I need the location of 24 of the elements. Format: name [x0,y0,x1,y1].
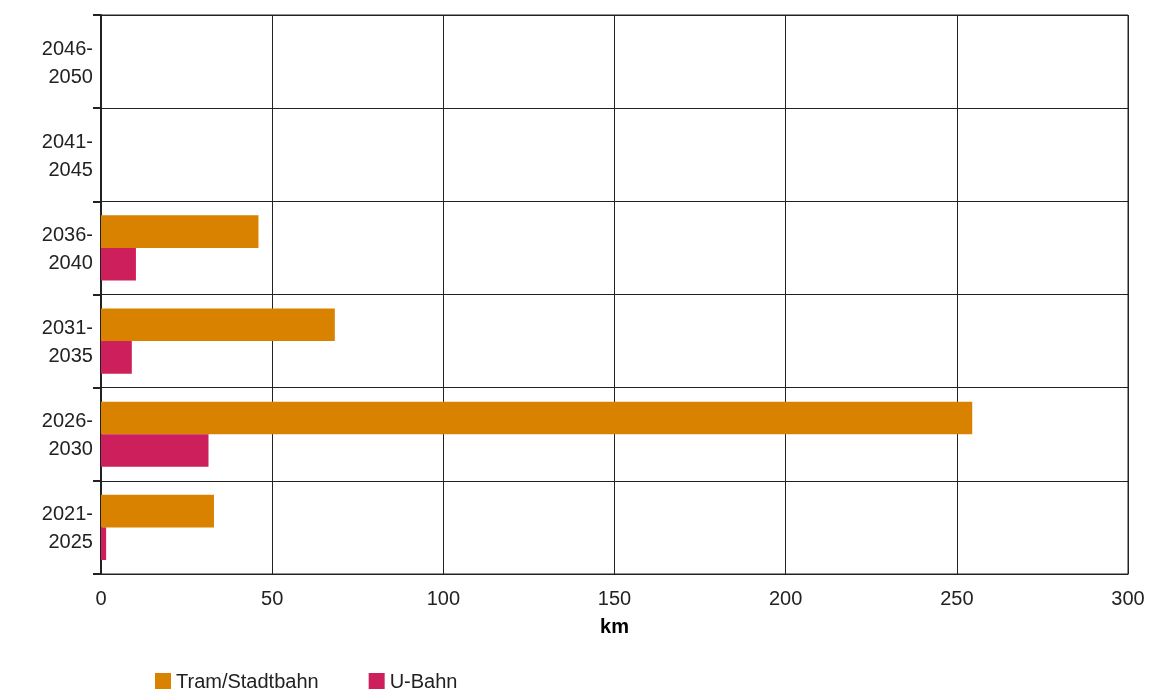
y-tick-label: 2026-2030 [41,409,93,460]
y-tick-label: 2046-2050 [41,36,93,87]
bar [101,308,335,342]
y-tick-label: 2036-2040 [41,222,93,273]
bar [101,434,209,467]
bar [101,494,214,528]
bar [101,527,107,561]
x-axis-title: km [600,615,629,637]
bar [101,215,259,248]
legend-label: U-Bahn [389,670,458,692]
bar [101,401,973,435]
x-tick-label: 100 [426,587,461,609]
x-tick-label: 200 [768,587,803,609]
bar [101,341,132,374]
bar [101,247,136,281]
x-tick-label: 300 [1111,587,1145,609]
y-tick-label: 2031-2035 [41,316,93,367]
y-tick-label: 2021-2025 [41,502,93,553]
x-tick-label: 250 [940,587,974,609]
x-tick-label: 0 [95,587,107,609]
legend-label: Tram/Stadtbahn [176,670,319,692]
x-tick-label: 50 [261,587,284,609]
y-tick-label: 2041-2045 [41,129,93,180]
x-tick-label: 150 [597,587,632,609]
